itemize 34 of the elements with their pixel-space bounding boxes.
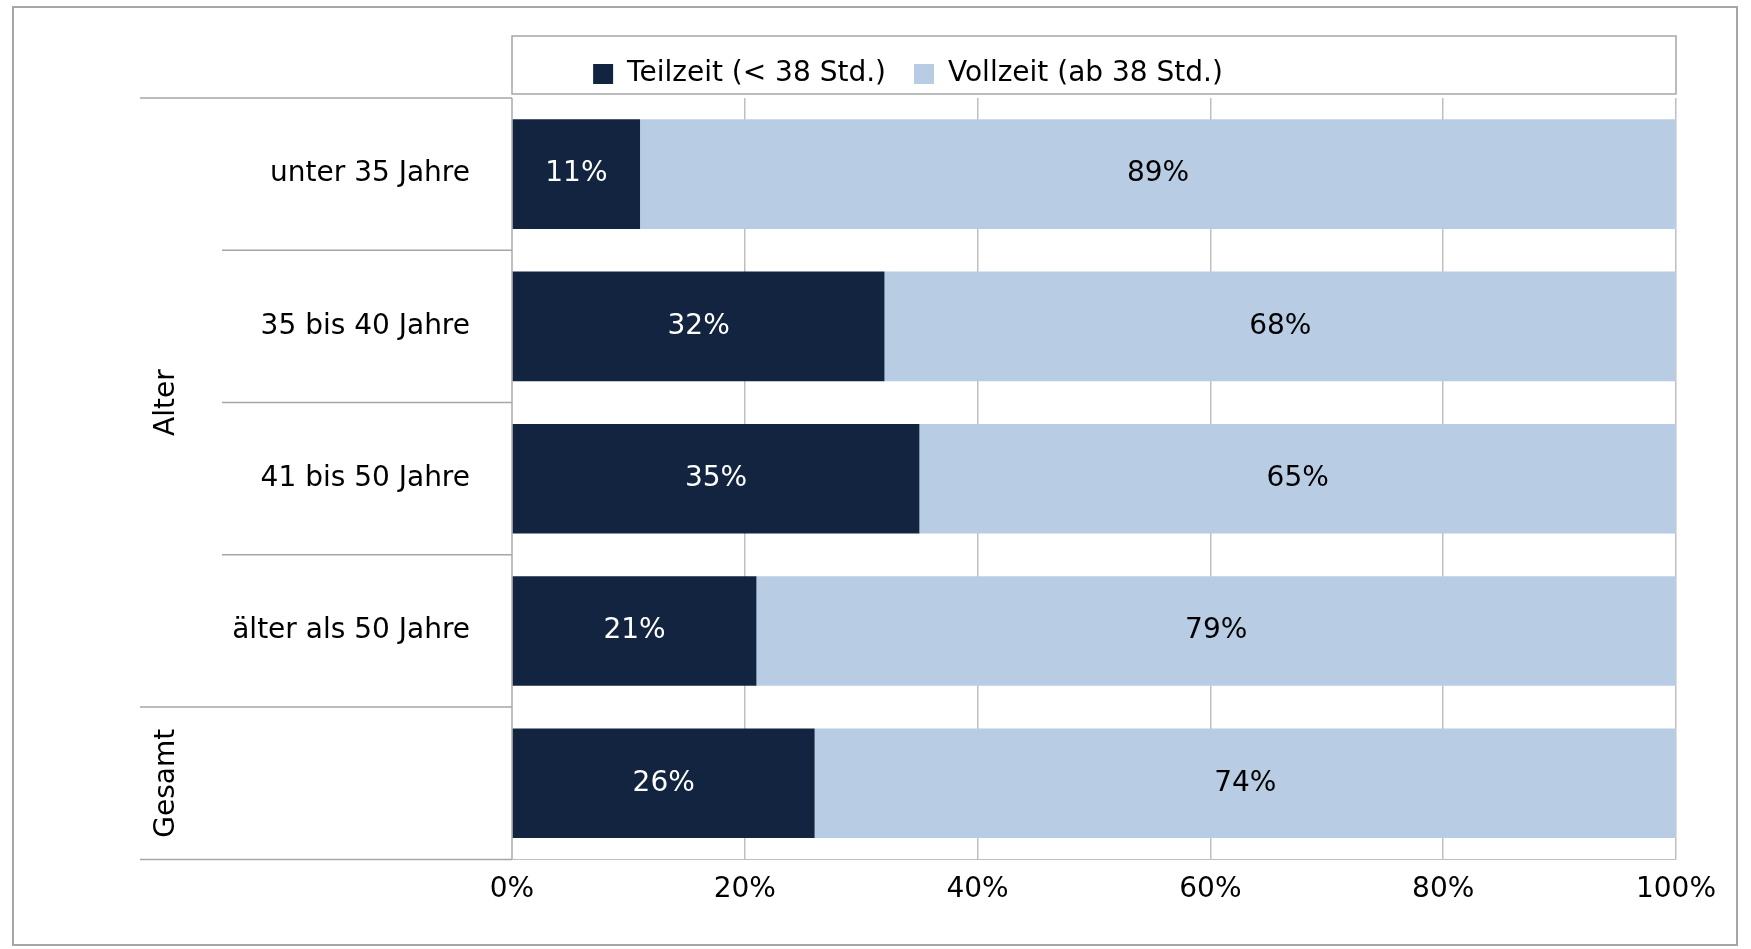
legend-label: Vollzeit (ab 38 Std.): [948, 55, 1223, 89]
bar: [884, 271, 1676, 382]
y-tick-label: älter als 50 Jahre: [232, 612, 470, 646]
y-tick-label: unter 35 Jahre: [270, 155, 470, 189]
text: 68%: [1249, 307, 1312, 341]
text: 89%: [1126, 155, 1190, 189]
x-tick-label: 80%: [1412, 871, 1475, 905]
bar: [640, 119, 1676, 229]
x-tick-label: 40%: [946, 871, 1009, 905]
x-tick-label: 20%: [713, 871, 776, 905]
text: 32%: [667, 307, 730, 341]
x-tick-label: 100%: [1635, 871, 1717, 905]
bar: [512, 728, 815, 839]
text: 74%: [1214, 764, 1277, 798]
text: 26%: [632, 764, 695, 798]
bar: [512, 576, 757, 686]
bar: [919, 423, 1676, 534]
bar: [512, 423, 920, 534]
y-tick-label: 41 bis 50 Jahre: [260, 459, 470, 493]
x-tick-label: 0%: [489, 871, 535, 905]
text: 65%: [1266, 459, 1329, 493]
x-tick-label: 60%: [1179, 871, 1242, 905]
bar: [512, 271, 885, 382]
legend-label: Teilzeit (< 38 Std.): [626, 55, 887, 89]
bar: [814, 728, 1676, 839]
y-tick-label: 35 bis 40 Jahre: [260, 307, 470, 341]
text: 21%: [603, 612, 666, 646]
text: 35%: [684, 459, 748, 493]
text: 79%: [1185, 612, 1248, 646]
text: Gesamt: [148, 728, 182, 838]
text: Alter: [148, 368, 182, 436]
bar: [512, 119, 641, 229]
text: 11%: [545, 155, 608, 189]
bar: [756, 576, 1676, 686]
